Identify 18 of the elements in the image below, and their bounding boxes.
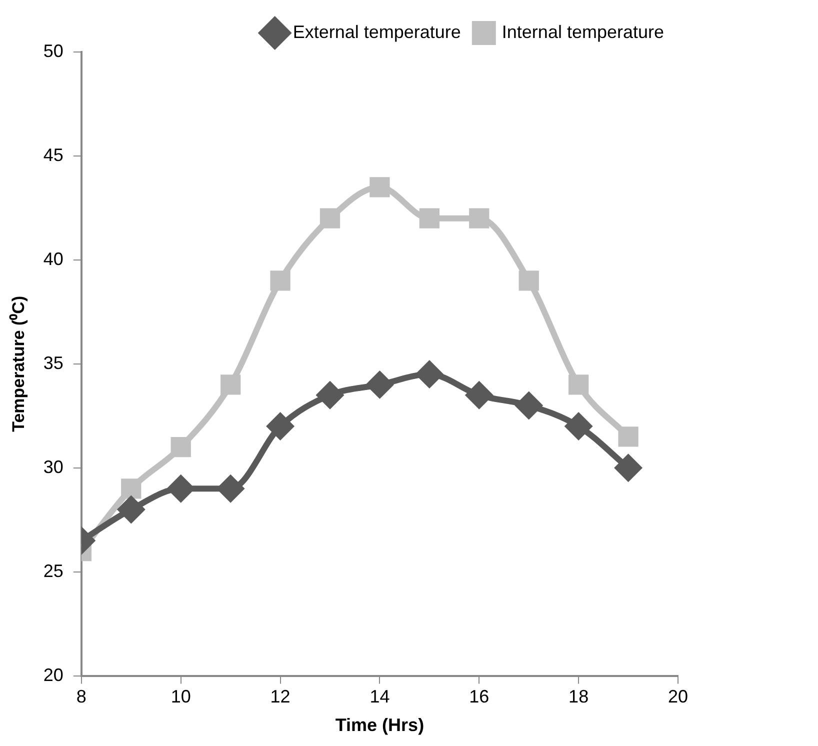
x-tick-label: 18 [568,686,589,707]
y-tick-label: 50 [43,40,64,61]
y-tick-label: 35 [43,352,64,373]
x-tick-label: 10 [170,686,191,707]
legend-label: External temperature [292,22,461,42]
x-tick-label: 14 [370,686,390,707]
x-tick-label: 16 [469,686,490,707]
y-tick-label: 45 [43,144,64,165]
legend-label: Internal temperature [502,22,664,42]
y-axis-title: Temperature (⁰C) [8,296,28,432]
y-tick-label: 20 [43,664,64,685]
x-axis-title: Time (Hrs) [335,715,424,736]
x-tick-label: 8 [76,686,86,707]
y-tick-label: 30 [43,456,64,477]
x-tick-label: 12 [270,686,290,707]
y-tick-label: 40 [43,248,64,269]
x-tick-label: 20 [668,686,688,707]
y-tick-label: 25 [43,560,64,581]
